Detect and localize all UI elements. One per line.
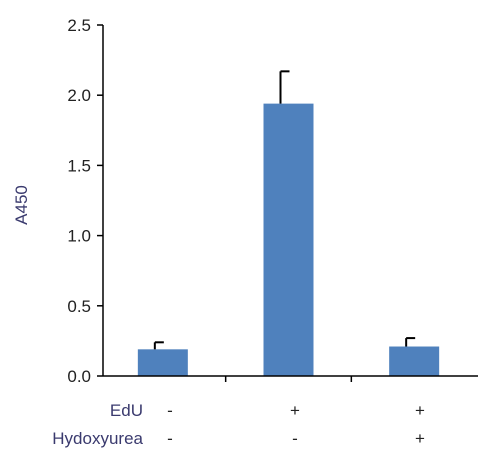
y-tick-label: 1.0 [67,227,91,246]
condition-row-label: EdU [110,401,143,420]
condition-rows-group: EdU - + + Hydoxyurea - - + [52,401,425,448]
condition-row-value: + [290,401,300,420]
bars-group [137,103,440,377]
condition-row-label: Hydoxyurea [52,429,143,448]
y-tick-label: 2.0 [67,86,91,105]
axes-group [102,25,478,377]
error-bars-group [153,70,416,350]
y-axis-label: A450 [12,185,31,225]
bar [389,346,440,376]
condition-row-value: + [415,429,425,448]
x-ticks-group [224,376,353,382]
y-tick-label: 1.5 [67,156,91,175]
y-ticks-group: 0.0 0.5 1.0 1.5 2.0 2.5 [67,16,103,386]
condition-row-value: - [167,401,173,420]
condition-row-value: - [292,429,298,448]
condition-row-value: + [415,401,425,420]
bar [137,349,188,376]
bar [263,103,314,377]
y-tick-label: 0.5 [67,297,91,316]
y-tick-label: 0.0 [67,367,91,386]
y-tick-label: 2.5 [67,16,91,35]
condition-row-value: - [167,429,173,448]
